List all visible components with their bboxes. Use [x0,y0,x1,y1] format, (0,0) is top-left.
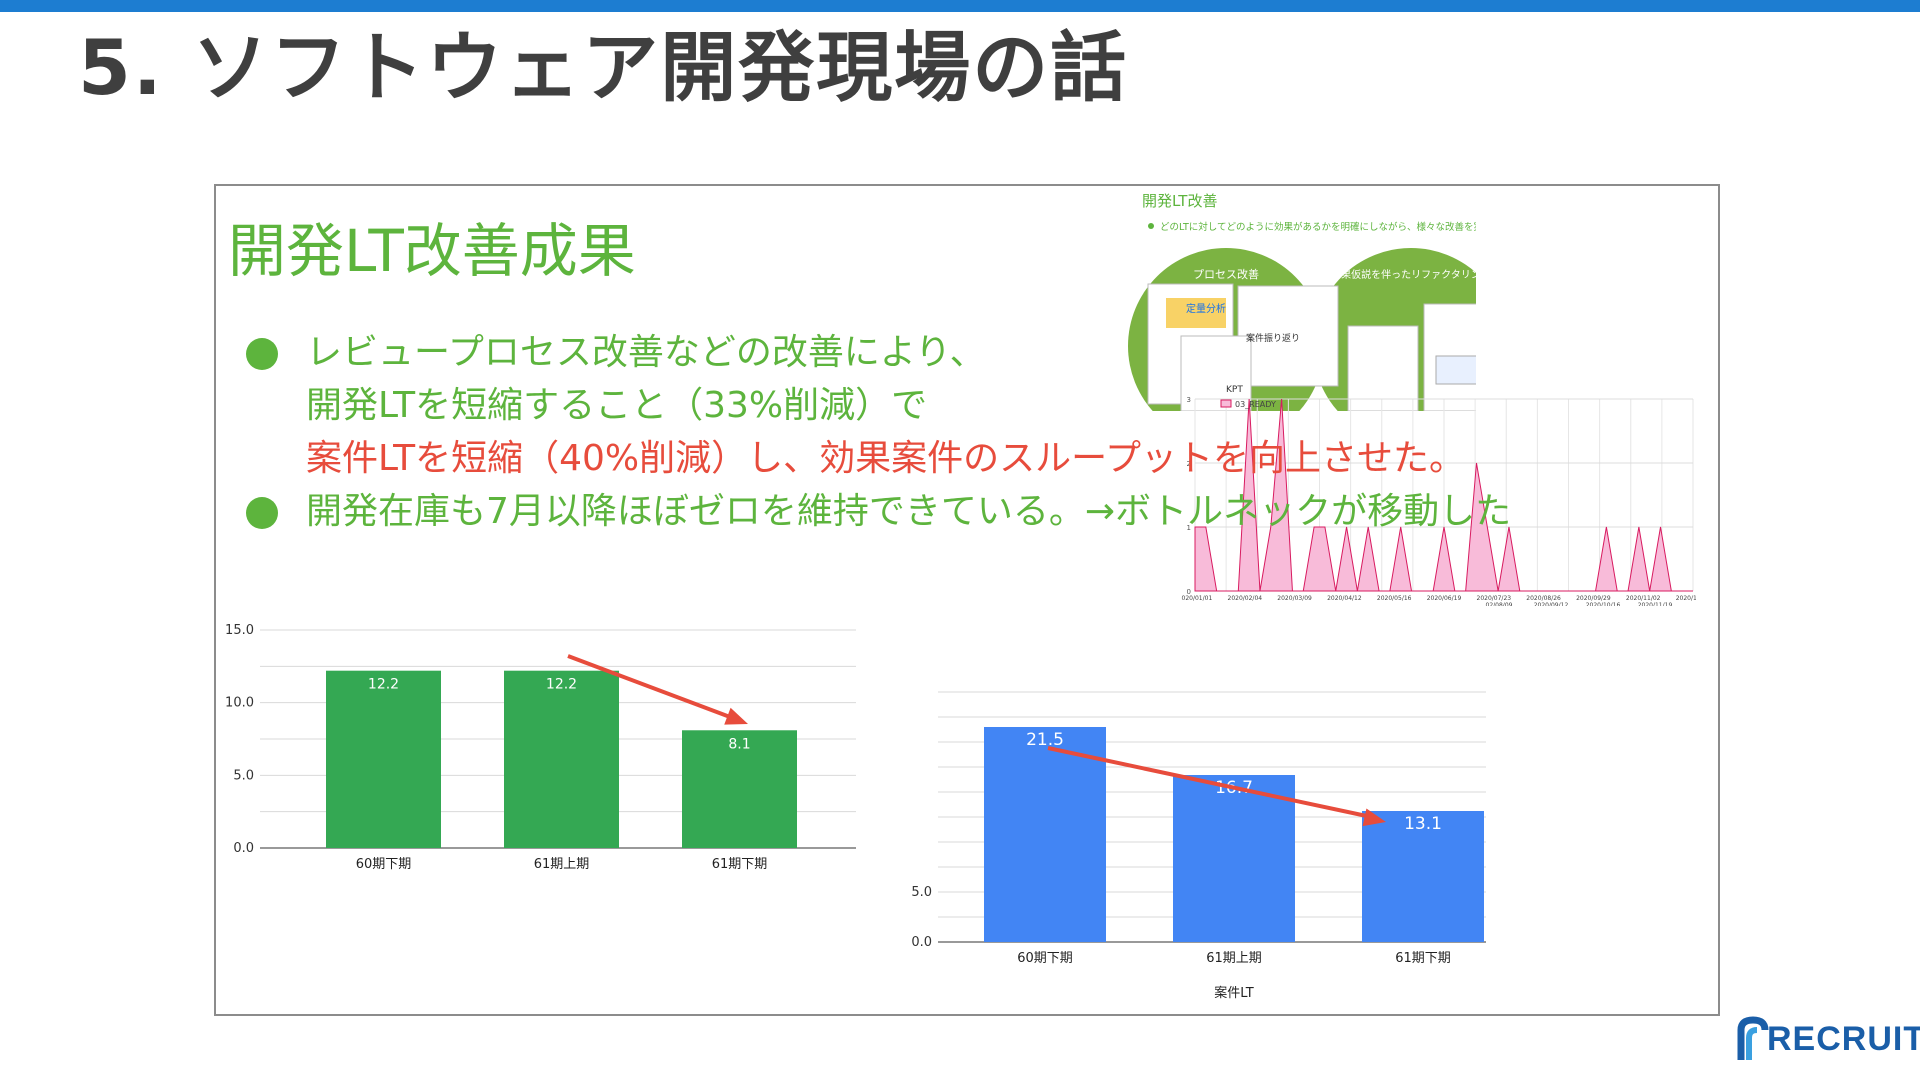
case-lt-bar [984,727,1106,942]
inventory-x-tick-label: 2020/06/19 [1427,595,1462,602]
dev-lt-trend-arrow-line [567,654,739,722]
dev-lt-data-label: 8.1 [728,736,750,752]
case-lt-y-tick-label: 0.0 [911,935,932,950]
thumbnail-bullet: どのLTに対してどのように効果があるかを明確にしながら、様々な改善を実施した。 [1160,221,1476,233]
inventory-x-tick-label: 2020/12/06 [1676,595,1696,602]
title-accent-bar [0,0,1920,12]
case-lt-x-tick-label: 60期下期 [1017,951,1073,966]
bullet-1: レビュープロセス改善などの改善により、 [246,326,1511,379]
inventory-x-tick-label-secondary: 2020/11/19 [1638,602,1673,606]
dev-lt-bar [504,670,619,848]
dev-lt-y-tick-label: 5.0 [233,768,254,783]
inventory-x-tick-label: 2020/04/12 [1327,595,1362,602]
bullet-dot [246,338,278,370]
dev-lt-y-tick-label: 10.0 [225,696,254,711]
inventory-x-tick-label-secondary: 2020/09/12 [1534,602,1569,606]
inventory-legend-swatch [1220,399,1232,408]
case-lt-data-label: 21.5 [1026,730,1064,750]
dev-lt-x-tick-label: 60期下期 [356,857,412,872]
inventory-y-tick-label: 1 [1187,524,1191,532]
inner-slide-title: 開発LT改善成果 [228,217,636,285]
thumbnail-tag-3: KPT [1226,385,1243,395]
thumbnail-tag-1: 定量分析 [1186,302,1226,315]
case-lt-x-tick-label: 61期上期 [1206,951,1262,966]
thumbnail-circle-1-label: プロセス改善 [1193,267,1259,281]
thumbnail-circle-2-label: 効果仮説を伴ったリファクタリング [1331,268,1476,281]
inventory-x-tick-label-secondary: 02/08/09 [1486,602,1513,606]
logo-text: RECRUIT [1767,1020,1920,1058]
inventory-x-tick-label: 2020/01/01 [1181,595,1212,602]
case-lt-bar [1362,811,1484,942]
bullet-1-cont-2: 案件LTを短縮（40%削減）し、効果案件のスループットを向上させた。 [246,432,1511,485]
case-lt-x-axis-label: 案件LT [1214,986,1253,1001]
inventory-x-tick-label: 2020/11/02 [1626,595,1661,602]
bullet-2: 開発在庫も7月以降ほぼゼロを維持できている。→ボトルネックが移動した [246,485,1511,538]
inventory-y-tick-label: 3 [1187,396,1191,404]
dev-lt-bar [326,670,441,848]
bullet-1-line-3: 案件LTを短縮（40%削減）し、効果案件のスループットを向上させた。 [306,438,1465,479]
dev-lt-bar [682,730,797,848]
dev-lt-data-label: 12.2 [546,677,577,693]
case-lt-x-tick-label: 61期下期 [1395,951,1451,966]
slide-title: 5. ソフトウェア開発現場の話 [78,23,1129,112]
dev-lt-x-tick-label: 61期下期 [712,857,768,872]
inventory-x-tick-label: 2020/05/16 [1377,595,1412,602]
inventory-x-tick-label: 2020/03/09 [1277,595,1312,602]
inventory-legend-label: 03_READY [1235,400,1276,409]
thumbnail-mini-chart [1166,298,1226,328]
inventory-area [1194,398,1693,592]
dev-lt-y-tick-label: 15.0 [225,623,254,638]
dev-lt-x-tick-label: 61期上期 [534,857,590,872]
bullet-2-text: 開発在庫も7月以降ほぼゼロを維持できている。→ボトルネックが移動した [306,491,1512,532]
case-lt-trend-arrow-head [1362,808,1386,827]
inventory-y-tick-label: 2 [1187,460,1191,468]
thumbnail-tag-2: 案件振り返り [1246,332,1300,344]
logo-mark-icon [1737,1016,1769,1060]
dev-lt-data-label: 12.2 [368,677,399,693]
thumbnail-doc-2 [1237,285,1339,387]
inventory-x-tick-label: 2020/07/23 [1477,595,1512,602]
embedded-slide: 開発LT改善 どのLTに対してどのように効果があるかを明確にしながら、様々な改善… [214,184,1720,1016]
case-lt-data-label: 13.1 [1404,814,1442,834]
thumbnail-diagram [1435,355,1476,385]
inventory-x-tick-label: 2020/08/26 [1526,595,1561,602]
inventory-x-tick-label-secondary: 2020/10/16 [1586,602,1621,606]
recruit-logo: RECRUIT [1735,1016,1920,1066]
bullet-1-cont: 開発LTを短縮すること（33%削減）で [246,379,1511,432]
case-lt-trend-arrow-line [1047,746,1377,820]
thumbnail-bullet-dot [1148,223,1154,229]
bullet-dot [246,497,278,529]
thumbnail-title: 開発LT改善 [1142,192,1217,210]
inventory-chart: 0 1 2 3 03_READY 2020/01/01 2020/02/04 2020/03/… [1181,396,1696,606]
bullet-list: レビュープロセス改善などの改善により、 開発LTを短縮すること（33%削減）で … [246,326,1511,538]
dev-lt-y-tick-label: 0.0 [233,841,254,856]
inventory-x-tick-label: 2020/09/29 [1576,595,1611,602]
thumbnail-doc-4 [1347,325,1419,411]
dev-lt-chart: 0.0 5.0 10.0 15.0 12.2 60期下期 12.2 61期上期 8.1 61期下期… [225,623,856,872]
inventory-x-tick-label: 2020/02/04 [1228,595,1263,602]
dev-lt-trend-arrow-head [724,707,748,725]
thumbnail-slide: 開発LT改善 どのLTに対してどのように効果があるかを明確にしながら、様々な改善… [1128,192,1476,411]
bullet-1-line-2: 開発LTを短縮すること（33%削減）で [306,385,928,426]
case-lt-y-tick-label: 5.0 [911,885,932,900]
bullet-1-text: レビュープロセス改善などの改善により、 [306,332,986,373]
inventory-y-tick-label: 0 [1187,588,1191,596]
case-lt-bar [1173,775,1295,942]
